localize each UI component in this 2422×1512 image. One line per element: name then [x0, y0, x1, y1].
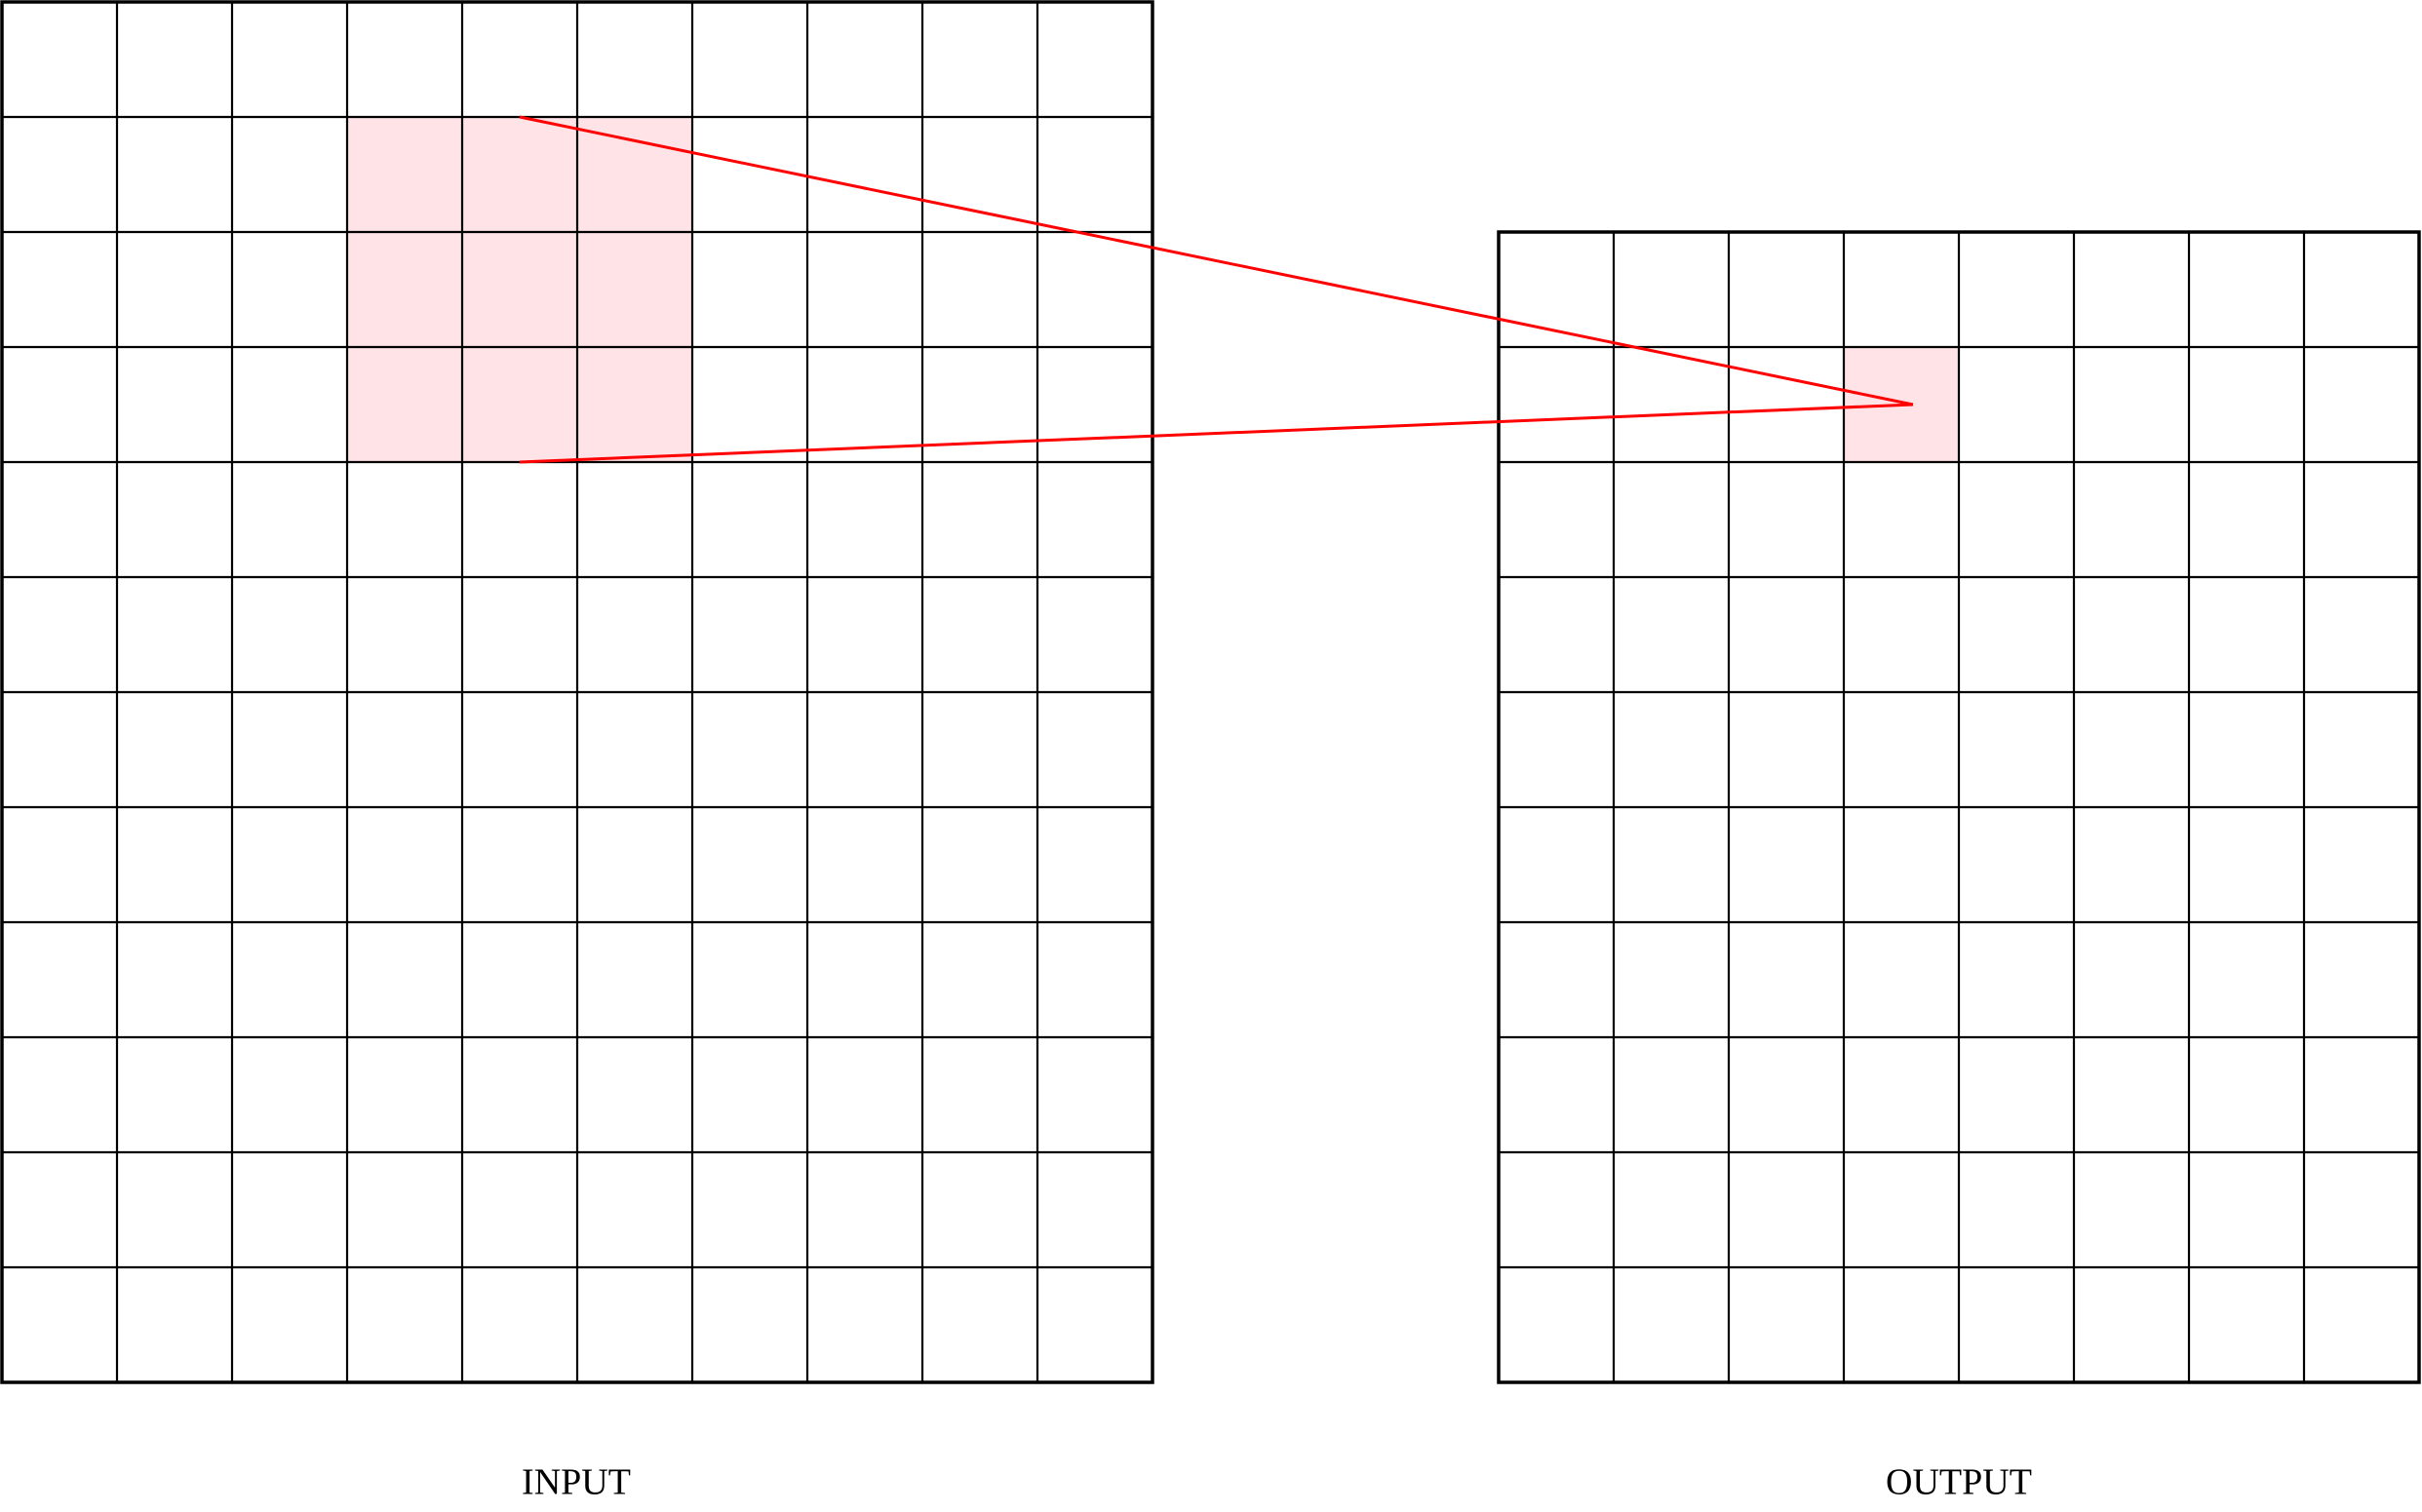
connector-line — [519, 403, 1914, 464]
receptive-field — [347, 117, 692, 462]
connector — [519, 115, 1914, 464]
output-label: OUTPUT — [1886, 1462, 2032, 1503]
grids — [0, 0, 2421, 1384]
connector-line — [519, 115, 1914, 407]
highlights — [347, 117, 1959, 462]
input-label: INPUT — [522, 1462, 631, 1503]
input-border — [0, 0, 1154, 1384]
output-border — [1497, 230, 2421, 1384]
